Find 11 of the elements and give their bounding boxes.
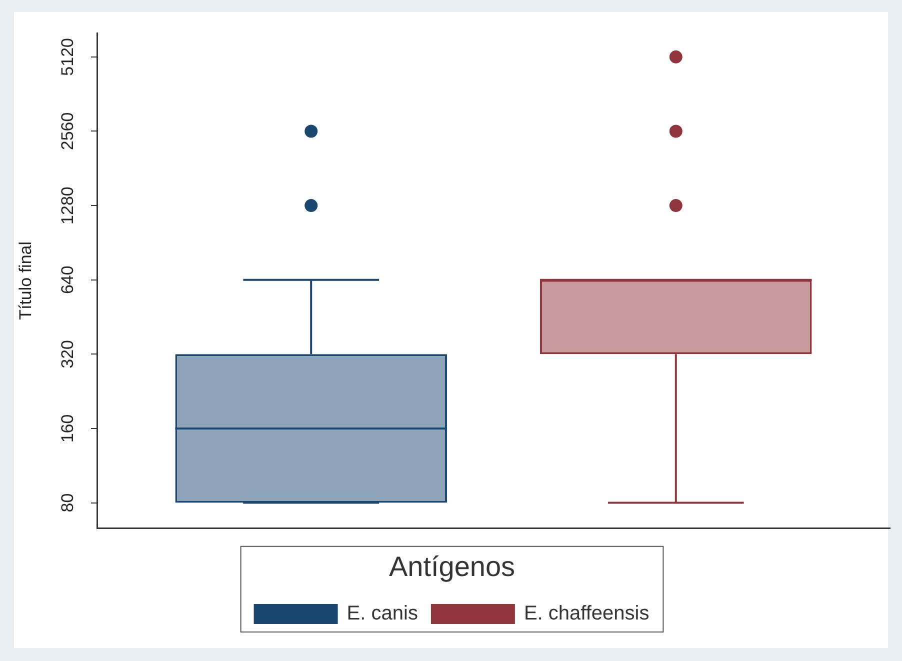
legend-label: E. chaffeensis <box>524 602 650 625</box>
y-tick-label: 160 <box>58 414 77 443</box>
y-axis-title: Título final <box>16 241 35 320</box>
y-tick-label: 640 <box>58 266 77 294</box>
y-tick-label: 1280 <box>58 186 77 224</box>
y-tick-label: 80 <box>58 493 77 512</box>
y-tick-label: 320 <box>58 340 77 368</box>
legend-label: E. canis <box>346 602 418 625</box>
y-tick-label: 5120 <box>58 38 77 76</box>
legend-title: Antígenos <box>388 551 516 582</box>
y-tick-label: 2560 <box>58 112 77 150</box>
